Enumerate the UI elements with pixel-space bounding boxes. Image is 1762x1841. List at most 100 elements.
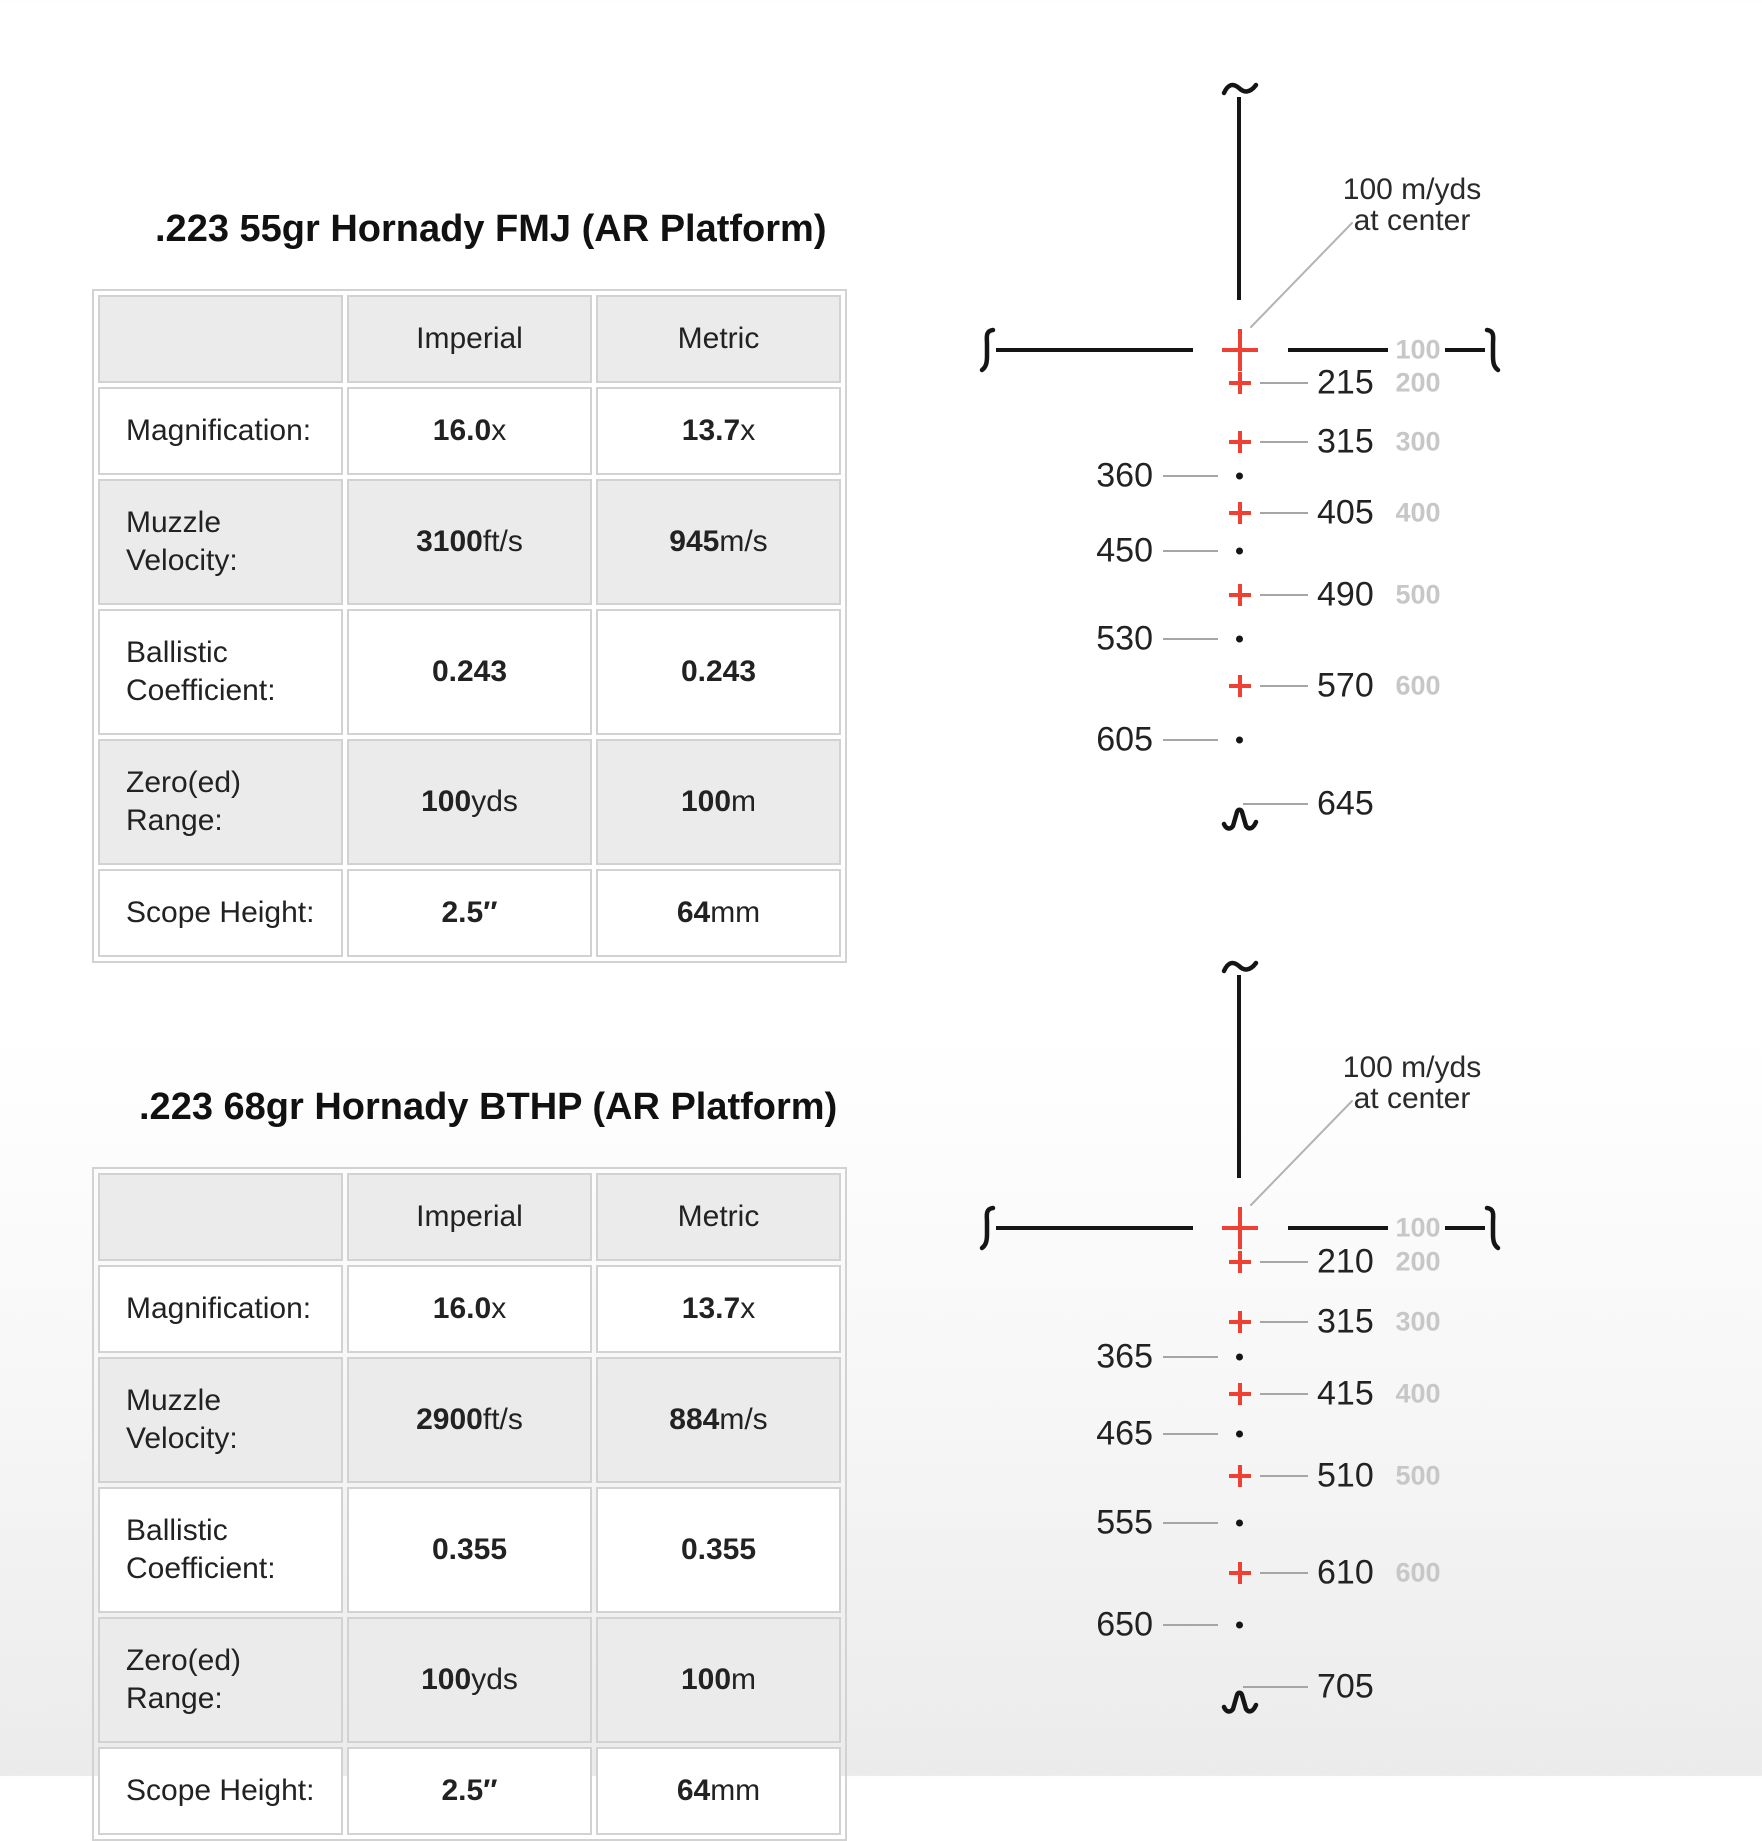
row-label: Zero(ed) Range: — [98, 739, 343, 865]
connector-line — [1260, 1261, 1308, 1263]
left-drop-label: 650 — [1096, 1605, 1153, 1644]
connector-line — [1163, 1356, 1218, 1358]
imperial-value: 2.5″ — [347, 869, 592, 957]
brace-left-icon — [979, 327, 996, 373]
drop-label: 315 — [1317, 422, 1374, 461]
holdover-cross — [1229, 1383, 1251, 1405]
connector-line — [1163, 638, 1218, 640]
reticle-vertical-post — [1237, 97, 1241, 300]
metric-value: 0.243 — [596, 609, 841, 735]
metric-value: 0.355 — [596, 1487, 841, 1613]
col-header-imperial: Imperial — [347, 295, 592, 383]
table-row: Muzzle Velocity: 3100ft/s 945m/s — [98, 479, 841, 605]
connector-line — [1260, 594, 1308, 596]
spec-table-bthp: Imperial Metric Magnification: 16.0x 13.… — [92, 1167, 847, 1841]
crosshair-center — [1222, 329, 1258, 371]
table-row: Zero(ed) Range: 100yds 100m — [98, 739, 841, 865]
range-label: 400 — [1395, 497, 1441, 528]
drop-label: 510 — [1317, 1456, 1374, 1495]
section-title-bthp: .223 68gr Hornady BTHP (AR Platform) — [139, 1086, 838, 1129]
holdover-cross — [1229, 372, 1251, 394]
row-label: Ballistic Coefficient: — [98, 609, 343, 735]
pointer-line — [1250, 1100, 1353, 1206]
holdover-cross — [1229, 1562, 1251, 1584]
connector-line — [1243, 1686, 1308, 1688]
row-label: Muzzle Velocity: — [98, 1357, 343, 1483]
pointer-line — [1250, 222, 1353, 328]
connector-line — [1163, 1624, 1218, 1626]
drop-label: 610 — [1317, 1553, 1374, 1592]
corner-cell — [98, 1173, 343, 1261]
zero-note-line1: 100 m/yds — [1342, 173, 1482, 206]
imperial-value: 100yds — [347, 739, 592, 865]
crosshair-right-bar-outer — [1445, 348, 1485, 352]
zero-note-line2: at center — [1353, 204, 1471, 237]
metric-value: 64mm — [596, 1747, 841, 1835]
holdover-dot — [1236, 547, 1243, 555]
connector-line — [1163, 475, 1218, 477]
connector-line — [1260, 1475, 1308, 1477]
left-drop-label: 450 — [1096, 531, 1153, 570]
metric-value: 13.7x — [596, 387, 841, 475]
table-row: Scope Height: 2.5″ 64mm — [98, 1747, 841, 1835]
left-drop-label: 465 — [1096, 1414, 1153, 1453]
left-drop-label: 555 — [1096, 1503, 1153, 1542]
crosshair-right-bar-outer — [1445, 1226, 1485, 1230]
holdover-cross — [1229, 502, 1251, 524]
col-header-imperial: Imperial — [347, 1173, 592, 1261]
crosshair-left-bar — [996, 1226, 1193, 1230]
range-label: 200 — [1395, 367, 1441, 398]
imperial-value: 100yds — [347, 1617, 592, 1743]
brace-right-icon — [1484, 327, 1501, 373]
metric-value: 100m — [596, 739, 841, 865]
reticle-diagram-bthp: 100 m/yds at center 100 210 200 315 300 … — [930, 938, 1560, 1748]
holdover-dot — [1236, 472, 1243, 480]
metric-value: 884m/s — [596, 1357, 841, 1483]
drop-label: 705 — [1317, 1667, 1374, 1706]
connector-line — [1260, 1572, 1308, 1574]
peak-icon — [1221, 807, 1259, 831]
table-row: Scope Height: 2.5″ 64mm — [98, 869, 841, 957]
metric-value: 13.7x — [596, 1265, 841, 1353]
range-label: 100 — [1395, 334, 1441, 365]
holdover-dot — [1236, 1430, 1243, 1438]
holdover-cross — [1229, 675, 1251, 697]
metric-value: 945m/s — [596, 479, 841, 605]
imperial-value: 0.243 — [347, 609, 592, 735]
range-label: 400 — [1395, 1378, 1441, 1409]
holdover-dot — [1236, 1621, 1243, 1629]
metric-value: 100m — [596, 1617, 841, 1743]
imperial-value: 2900ft/s — [347, 1357, 592, 1483]
left-drop-label: 530 — [1096, 619, 1153, 658]
connector-line — [1260, 512, 1308, 514]
connector-line — [1260, 441, 1308, 443]
connector-line — [1260, 1393, 1308, 1395]
corner-cell — [98, 295, 343, 383]
peak-icon — [1221, 1690, 1259, 1714]
drop-label: 405 — [1317, 493, 1374, 532]
holdover-cross — [1229, 584, 1251, 606]
holdover-cross — [1229, 1465, 1251, 1487]
left-drop-label: 605 — [1096, 720, 1153, 759]
drop-label: 645 — [1317, 784, 1374, 823]
row-label: Magnification: — [98, 387, 343, 475]
row-label: Zero(ed) Range: — [98, 1617, 343, 1743]
range-label: 500 — [1395, 579, 1441, 610]
crosshair-left-bar — [996, 348, 1193, 352]
row-label: Muzzle Velocity: — [98, 479, 343, 605]
table-row: Zero(ed) Range: 100yds 100m — [98, 1617, 841, 1743]
metric-value: 64mm — [596, 869, 841, 957]
imperial-value: 16.0x — [347, 1265, 592, 1353]
holdover-dot — [1236, 1353, 1243, 1361]
crosshair-right-bar — [1288, 348, 1388, 352]
row-label: Scope Height: — [98, 1747, 343, 1835]
reticle-vertical-post — [1237, 975, 1241, 1178]
crosshair-center — [1222, 1207, 1258, 1249]
tilde-icon — [1221, 960, 1259, 974]
zero-note: 100 m/yds at center — [1302, 174, 1522, 236]
crosshair-right-bar — [1288, 1226, 1388, 1230]
connector-line — [1163, 1433, 1218, 1435]
holdover-cross — [1229, 1251, 1251, 1273]
range-label: 300 — [1395, 1306, 1441, 1337]
table-row: Ballistic Coefficient: 0.355 0.355 — [98, 1487, 841, 1613]
